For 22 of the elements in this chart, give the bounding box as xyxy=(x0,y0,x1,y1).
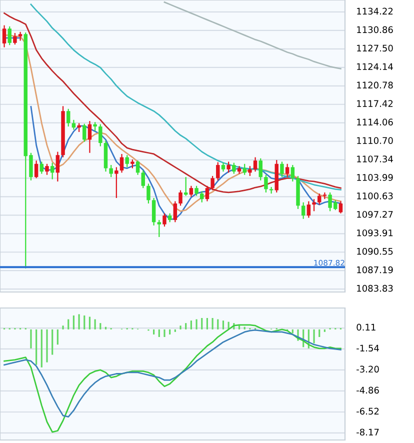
y-tick-label: 1107.34 xyxy=(357,156,393,162)
y-tick-label: 1083.83 xyxy=(357,284,393,292)
y-tick-label: -8.17 xyxy=(356,428,379,436)
y-tick-label: 1117.42 xyxy=(357,100,393,107)
y-tick-label: -6.52 xyxy=(356,408,379,415)
y-tick-label: 1120.78 xyxy=(357,82,393,89)
y-tick-label: 1090.55 xyxy=(357,248,393,255)
y-tick-label: 1124.14 xyxy=(357,63,393,70)
y-tick-label: 1103.99 xyxy=(357,174,393,181)
y-tick-label: 1100.63 xyxy=(357,192,393,200)
y-tick-label: 1114.06 xyxy=(357,118,393,126)
y-tick-label: 0.11 xyxy=(356,324,376,331)
y-tick-label: 1087.19 xyxy=(357,266,393,274)
y-tick-label: 1127.50 xyxy=(357,44,393,52)
y-tick-label: 1093.91 xyxy=(357,229,393,236)
y-tick-label: 1130.86 xyxy=(357,26,393,34)
y-tick-label: -1.54 xyxy=(356,344,379,352)
y-tick-label: -3.20 xyxy=(356,366,379,373)
y-tick-label: 1097.27 xyxy=(357,210,393,218)
y-tick-label: 1134.22 xyxy=(357,8,393,15)
y-tick-label: -4.86 xyxy=(356,386,379,394)
y-tick-label: 1110.70 xyxy=(357,137,393,144)
